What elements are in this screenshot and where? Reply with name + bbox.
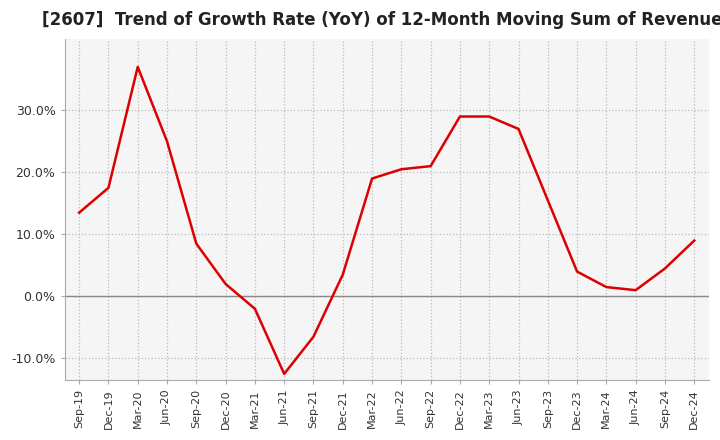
Title: [2607]  Trend of Growth Rate (YoY) of 12-Month Moving Sum of Revenues: [2607] Trend of Growth Rate (YoY) of 12-… xyxy=(42,11,720,29)
